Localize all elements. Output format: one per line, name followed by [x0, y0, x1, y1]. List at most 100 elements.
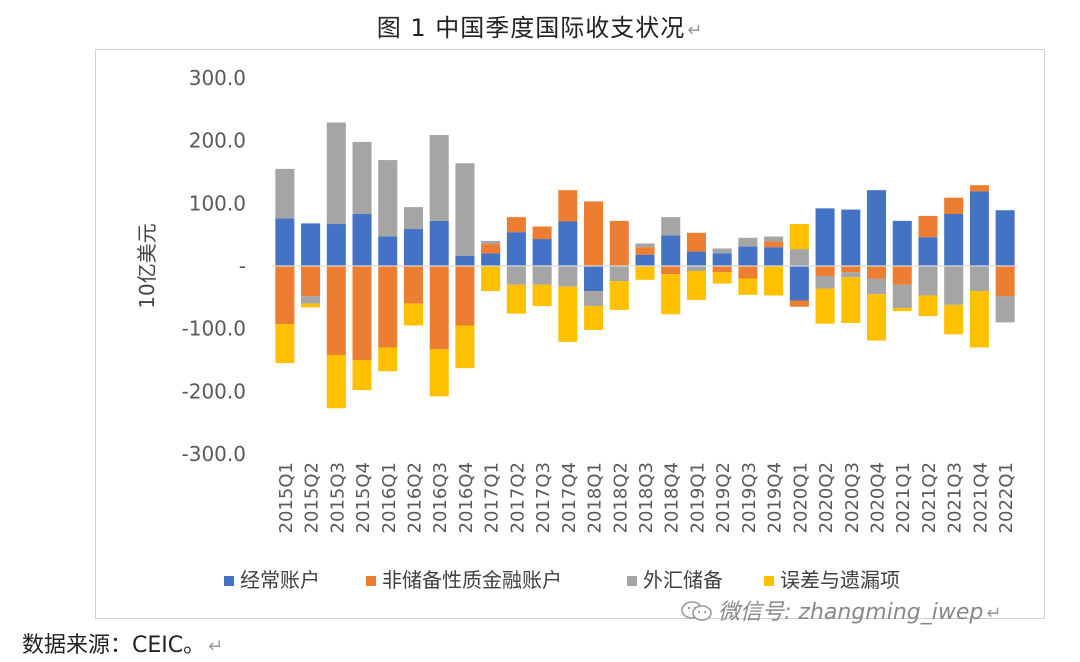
x-tick-label: 2018Q2 — [610, 462, 631, 533]
x-tick-label: 2017Q1 — [482, 462, 503, 533]
bar-non_reserve_financial-2021Q4 — [969, 185, 989, 192]
bar-current_account-2017Q2 — [506, 232, 526, 266]
bar-non_reserve_financial-2021Q1 — [892, 266, 912, 285]
bar-errors_omissions-2015Q2 — [301, 303, 321, 308]
bar-errors_omissions-2020Q3 — [841, 277, 861, 324]
bar-current_account-2020Q4 — [867, 190, 887, 266]
y-tick-label: - — [239, 254, 246, 278]
bar-fx_reserves-2021Q4 — [969, 266, 989, 292]
bar-current_account-2018Q4 — [661, 235, 681, 266]
bar-errors_omissions-2019Q4 — [764, 266, 784, 296]
bar-fx_reserves-2018Q4 — [661, 217, 681, 236]
legend-swatch-errors_omissions — [764, 576, 774, 586]
x-tick-label: 2019Q4 — [765, 462, 786, 533]
bar-non_reserve_financial-2017Q3 — [532, 226, 552, 240]
bar-current_account-2019Q1 — [686, 251, 706, 266]
bar-fx_reserves-2016Q1 — [378, 160, 398, 237]
x-tick-label: 2018Q4 — [662, 462, 683, 533]
bar-errors_omissions-2017Q3 — [532, 284, 552, 307]
bar-current_account-2017Q4 — [558, 221, 578, 266]
bar-errors_omissions-2016Q2 — [403, 303, 423, 326]
bar-non_reserve_financial-2019Q3 — [738, 266, 758, 279]
x-tick-label: 2016Q1 — [379, 462, 400, 533]
bar-fx_reserves-2020Q4 — [867, 278, 887, 295]
legend-label-non_reserve_financial: 非储备性质金融账户 — [382, 568, 562, 592]
bar-fx_reserves-2017Q1 — [481, 240, 501, 245]
bar-current_account-2021Q3 — [944, 213, 964, 266]
bar-fx_reserves-2019Q4 — [764, 236, 784, 242]
bar-errors_omissions-2016Q4 — [455, 325, 475, 369]
bar-non_reserve_financial-2022Q1 — [995, 266, 1015, 297]
x-tick-label: 2021Q3 — [945, 462, 966, 533]
legend-label-fx_reserves: 外汇储备 — [643, 568, 723, 592]
bar-non_reserve_financial-2015Q2 — [301, 266, 321, 297]
x-tick-label: 2021Q2 — [919, 462, 940, 533]
bar-fx_reserves-2021Q2 — [918, 266, 938, 296]
x-tick-label: 2015Q2 — [302, 462, 323, 533]
bar-current_account-2018Q1 — [584, 266, 604, 292]
bar-errors_omissions-2021Q3 — [944, 304, 964, 335]
bar-current_account-2019Q3 — [738, 246, 758, 266]
bar-fx_reserves-2019Q1 — [686, 266, 706, 272]
bar-fx_reserves-2021Q1 — [892, 284, 912, 308]
bar-fx_reserves-2020Q3 — [841, 272, 861, 278]
x-tick-label: 2018Q3 — [636, 462, 657, 533]
bar-current_account-2015Q1 — [275, 218, 295, 266]
bar-current_account-2018Q3 — [635, 254, 655, 266]
legend-label-errors_omissions: 误差与遗漏项 — [780, 568, 900, 592]
bar-non_reserve_financial-2020Q4 — [867, 266, 887, 279]
bar-errors_omissions-2018Q2 — [609, 281, 629, 310]
x-tick-label: 2021Q1 — [893, 462, 914, 533]
bar-errors_omissions-2021Q2 — [918, 295, 938, 317]
x-tick-label: 2019Q2 — [713, 462, 734, 533]
bar-fx_reserves-2018Q2 — [609, 266, 629, 282]
bar-fx_reserves-2016Q4 — [455, 163, 475, 256]
bar-non_reserve_financial-2018Q1 — [584, 201, 604, 266]
y-tick-label: 100.0 — [189, 191, 246, 215]
x-tick-label: 2015Q3 — [327, 462, 348, 533]
x-tick-label: 2022Q1 — [996, 462, 1017, 533]
bar-current_account-2021Q4 — [969, 191, 989, 266]
bar-errors_omissions-2015Q1 — [275, 324, 295, 364]
bar-non_reserve_financial-2015Q4 — [352, 266, 372, 360]
x-tick-label: 2017Q4 — [559, 462, 580, 533]
bar-current_account-2021Q1 — [892, 220, 912, 266]
legend-label-current_account: 经常账户 — [240, 568, 320, 592]
bar-errors_omissions-2019Q1 — [686, 271, 706, 300]
bar-current_account-2016Q2 — [403, 229, 423, 266]
bar-non_reserve_financial-2019Q2 — [712, 266, 732, 273]
bar-current_account-2016Q4 — [455, 255, 475, 266]
y-tick-label: -100.0 — [182, 317, 246, 341]
x-tick-label: 2015Q4 — [353, 462, 374, 533]
bar-errors_omissions-2016Q1 — [378, 347, 398, 372]
x-tick-label: 2020Q4 — [868, 462, 889, 533]
x-tick-label: 2017Q3 — [533, 462, 554, 533]
bar-fx_reserves-2022Q1 — [995, 296, 1015, 323]
chart-frame: 10亿美元 300.0 200.0 100.0 - -100.0 -200.0 -300.0… — [95, 49, 1045, 619]
y-tick-label: -300.0 — [182, 442, 246, 466]
x-tick-label: 2021Q4 — [970, 462, 991, 533]
bar-fx_reserves-2018Q1 — [584, 291, 604, 307]
bar-errors_omissions-2017Q4 — [558, 286, 578, 342]
bar-non_reserve_financial-2021Q2 — [918, 215, 938, 238]
legend-swatch-current_account — [224, 576, 234, 586]
x-tick-label: 2015Q1 — [276, 462, 297, 533]
watermark-return-mark: ↵ — [986, 603, 1002, 624]
bar-fx_reserves-2020Q1 — [789, 249, 809, 266]
bar-fx_reserves-2018Q3 — [635, 243, 655, 248]
bar-non_reserve_financial-2017Q2 — [506, 217, 526, 233]
bar-non_reserve_financial-2018Q3 — [635, 247, 655, 255]
x-tick-label: 2019Q1 — [687, 462, 708, 533]
bar-errors_omissions-2020Q4 — [867, 294, 887, 341]
bar-errors_omissions-2018Q1 — [584, 306, 604, 330]
legend-swatch-non_reserve_financial — [366, 576, 376, 586]
source-note: 数据来源：CEIC。 ↵ — [22, 627, 223, 659]
bar-fx_reserves-2017Q4 — [558, 266, 578, 287]
x-tick-label: 2016Q2 — [404, 462, 425, 533]
bar-current_account-2019Q2 — [712, 253, 732, 266]
watermark-text: 微信号: zhangming_iwep — [718, 600, 984, 625]
bar-errors_omissions-2019Q2 — [712, 272, 732, 284]
y-tick-label: -200.0 — [182, 379, 246, 403]
bar-current_account-2017Q3 — [532, 239, 552, 266]
bar-fx_reserves-2019Q2 — [712, 248, 732, 254]
